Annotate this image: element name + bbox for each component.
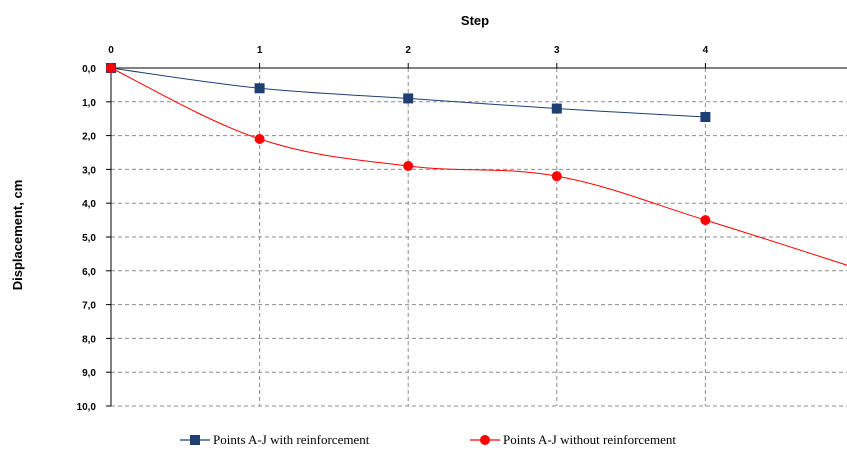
series-2-point [551,171,562,182]
x-tick-label: 4 [703,45,709,56]
series-2-line [110,67,847,266]
series-2-point [254,133,265,144]
y-tick-label: 8,0 [82,334,96,345]
x-tick-label: 2 [405,45,411,56]
legend-swatch-marker [190,435,200,445]
x-tick-label: 0 [108,45,114,56]
legend-item-2: Points A-J without reinforcement [470,432,676,447]
series-2-point [403,161,414,172]
series-2 [106,63,847,266]
y-tick-label: 2,0 [82,132,96,143]
legend-swatch-marker [480,435,490,445]
legend-item-1: Points A-J with reinforcement [180,432,370,447]
legend: Points A-J with reinforcement Points A-J … [180,432,676,447]
y-tick-label: 1,0 [82,98,96,109]
y-tick-labels: 0,0 1,0 2,0 3,0 4,0 5,0 6,0 7,0 8,0 9,0 10,0 [77,64,97,413]
axes [106,63,847,407]
y-tick-label: 0,0 [82,64,96,75]
legend-label: Points A-J without reinforcement [503,432,676,447]
series-layer [106,63,847,266]
series-2-point [700,215,711,226]
y-axis-label: Displacement, cm [10,180,25,291]
series-1-point [551,103,562,114]
series-1-point [700,112,711,123]
series-1-point [403,93,414,104]
y-tick-label: 4,0 [82,199,96,210]
x-tick-label: 1 [257,45,263,56]
x-tick-label: 3 [554,45,560,56]
series-2-point [106,63,116,73]
y-tick-label: 3,0 [82,165,96,176]
series-1-point [254,83,265,94]
y-tick-label: 7,0 [82,301,96,312]
x-tick-labels: 0 1 2 3 4 [108,45,708,56]
y-tick-label: 9,0 [82,368,96,379]
y-tick-label: 5,0 [82,233,96,244]
legend-label: Points A-J with reinforcement [213,432,370,447]
y-tick-label: 6,0 [82,267,96,278]
chart-title: Step [461,13,489,28]
y-tick-label: 10,0 [77,402,97,413]
grid [111,68,847,407]
